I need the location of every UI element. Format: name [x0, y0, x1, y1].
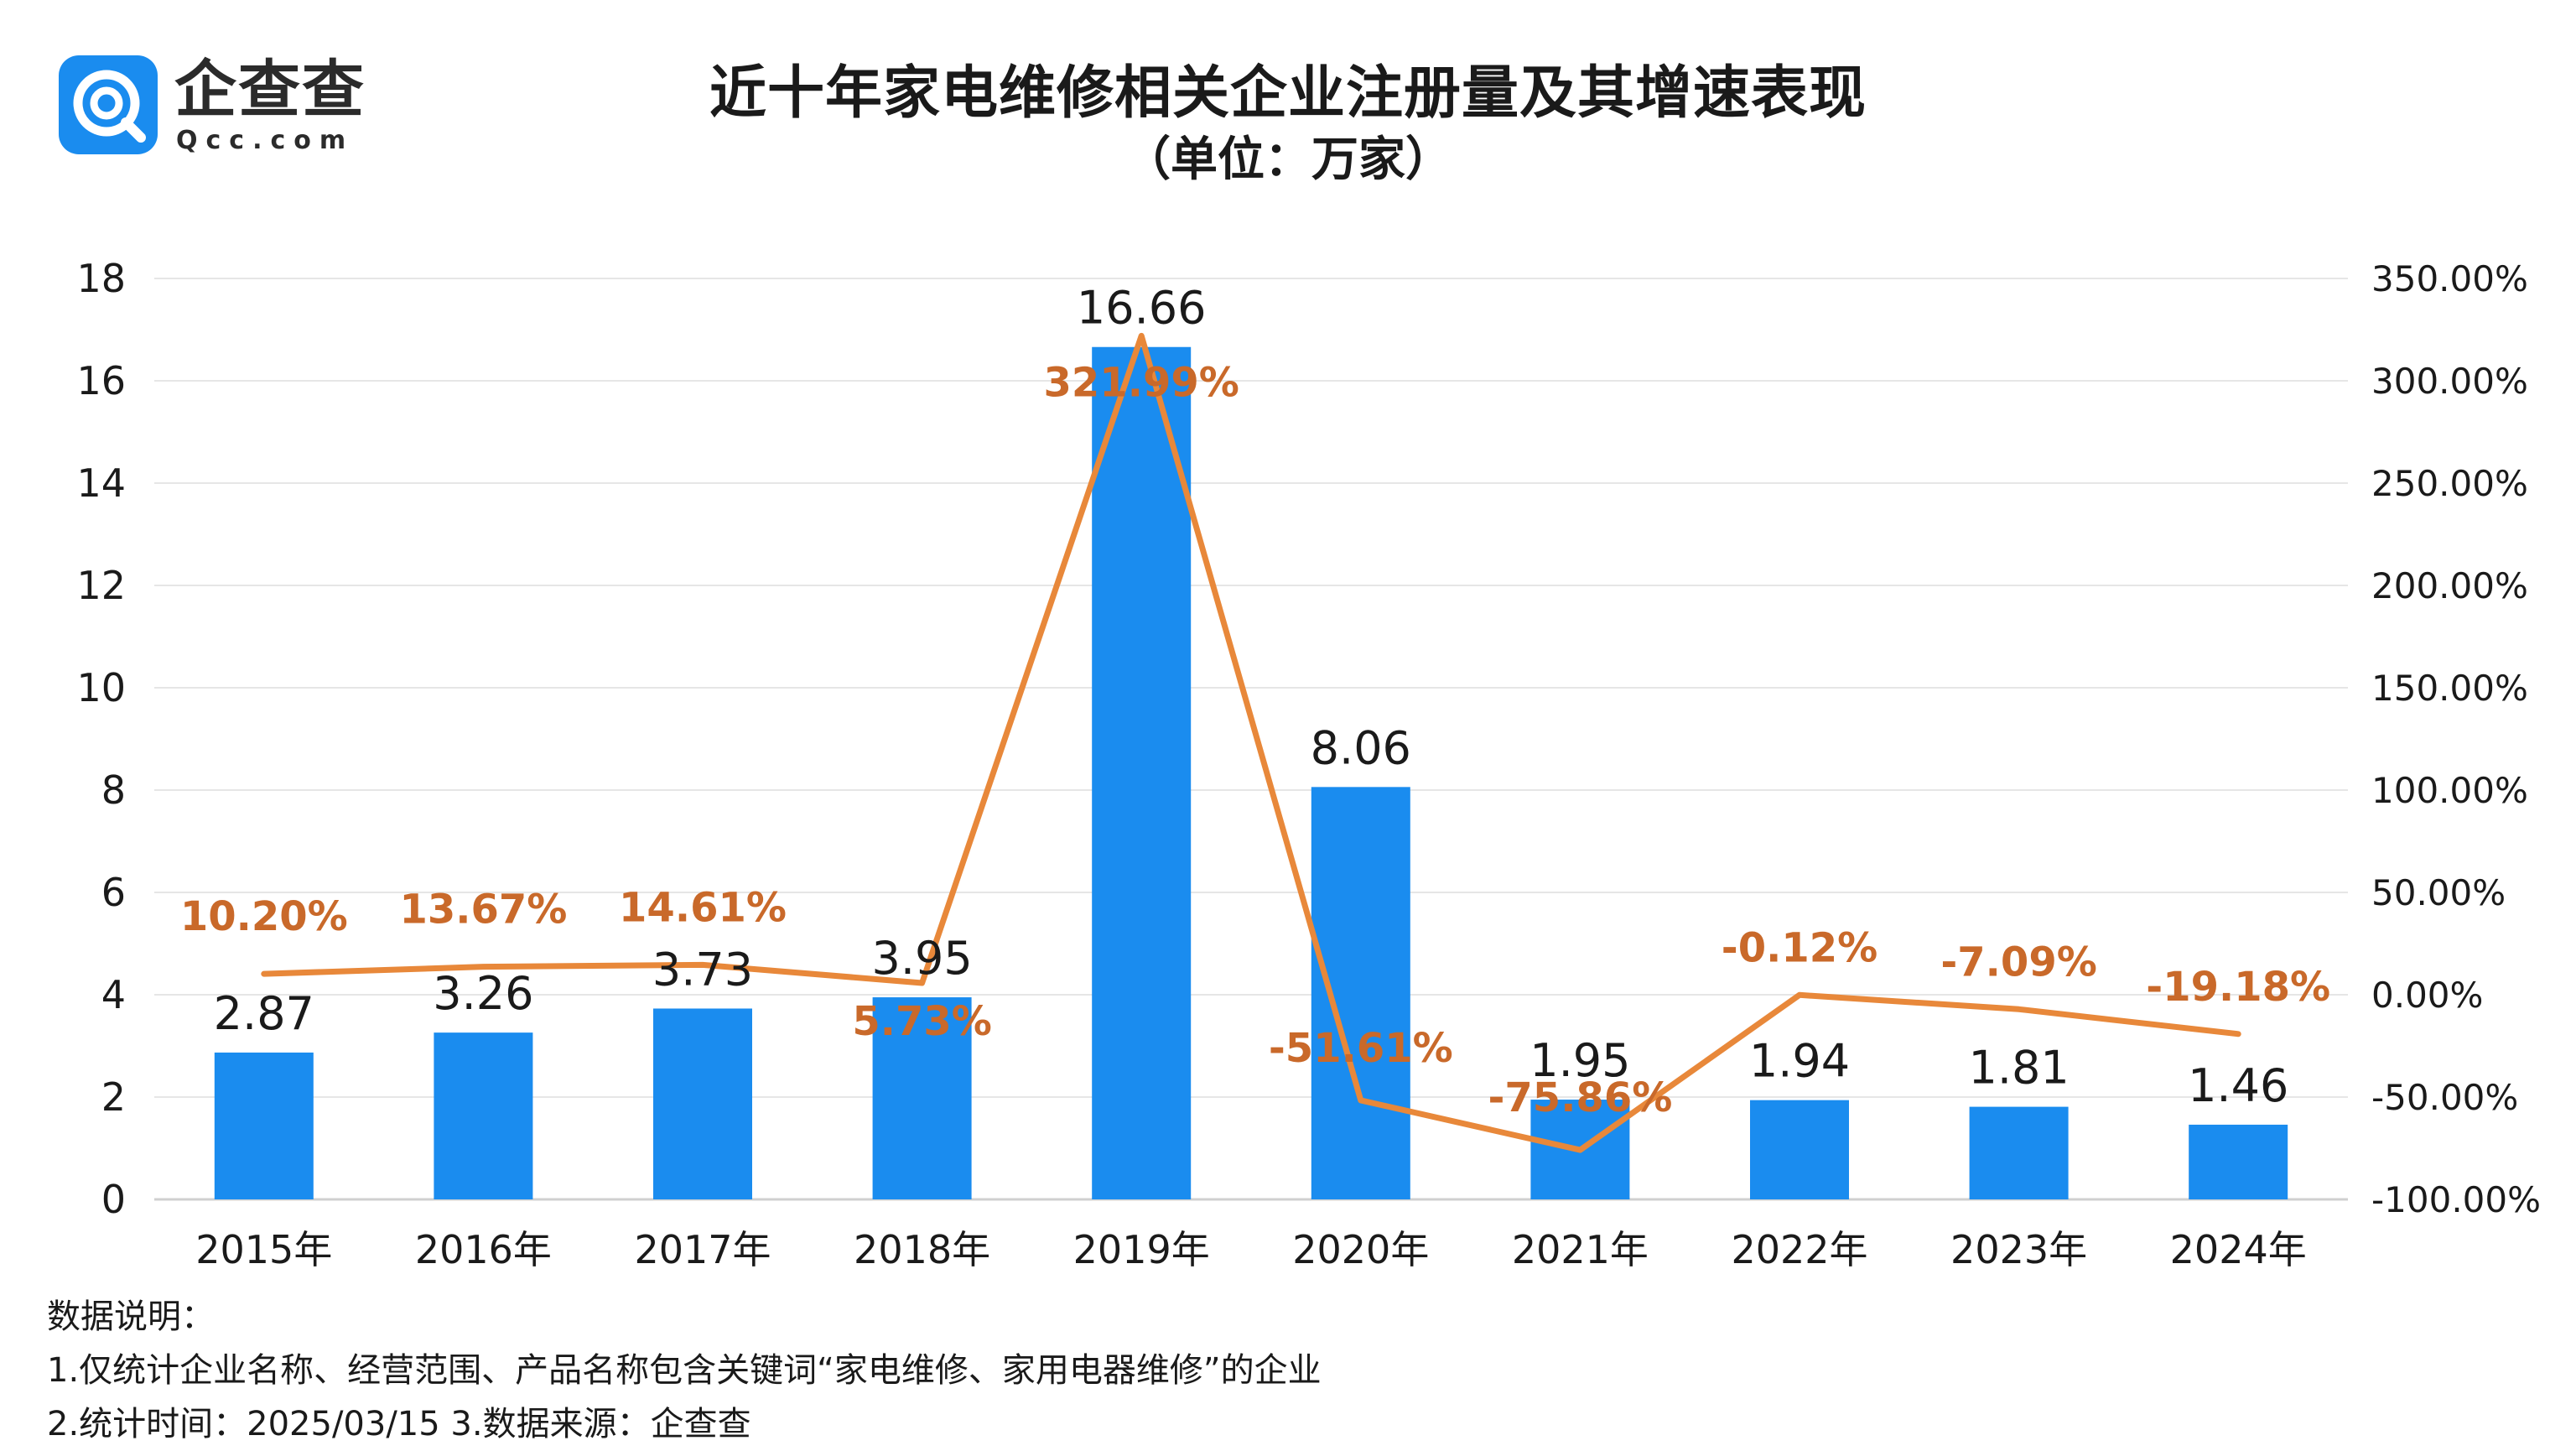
growth-value-label: -0.12%: [1722, 924, 1877, 971]
notes-line-2: 2.统计时间：2025/03/15 3.数据来源：企查查: [47, 1405, 751, 1443]
growth-value-label: 14.61%: [619, 884, 787, 931]
y-left-tick-label: 0: [101, 1177, 126, 1222]
chart-title: 近十年家电维修相关企业注册量及其增速表现: [709, 60, 1867, 127]
y-left-tick-label: 8: [101, 767, 126, 813]
bar-value-label: 1.94: [1749, 1035, 1850, 1088]
qcc-logo: 企查查 Qcc.com: [59, 52, 394, 161]
bar: [653, 1008, 752, 1199]
y-right-tick-label: 100.00%: [2371, 770, 2528, 811]
x-tick-label: 2020年: [1292, 1227, 1429, 1272]
bar-value-label: 1.95: [1530, 1034, 1630, 1087]
bar: [1969, 1106, 2069, 1199]
growth-value-label: 10.20%: [180, 893, 348, 940]
y-right-tick-label: 200.00%: [2371, 565, 2528, 606]
growth-value-label: 13.67%: [399, 887, 567, 934]
y-right-tick-label: 150.00%: [2371, 668, 2528, 709]
growth-value-label: 5.73%: [852, 998, 992, 1045]
growth-value-label: -19.18%: [2146, 964, 2330, 1011]
data-notes: 数据说明： 1.仅统计企业名称、经营范围、产品名称包含关键词“家电维修、家用电器…: [47, 1290, 1322, 1451]
growth-value-label: -75.86%: [1488, 1074, 1672, 1121]
bar-value-label: 3.95: [871, 932, 972, 985]
bar-value-label: 1.46: [2188, 1059, 2288, 1112]
y-right-tick-label: 300.00%: [2371, 361, 2528, 402]
bar-value-label: 8.06: [1311, 721, 1411, 774]
x-tick-label: 2019年: [1073, 1227, 1210, 1272]
y-left-tick-label: 12: [76, 563, 126, 608]
bar: [214, 1052, 314, 1199]
x-tick-label: 2023年: [1950, 1227, 2087, 1272]
y-left-tick-label: 4: [101, 972, 126, 1017]
logo-sub: Qcc.com: [176, 126, 355, 155]
logo-name: 企查查: [174, 54, 366, 126]
x-tick-label: 2016年: [415, 1227, 552, 1272]
bar: [2189, 1124, 2288, 1199]
bar-value-label: 3.73: [652, 943, 753, 996]
y-right-tick-label: 50.00%: [2371, 872, 2506, 913]
bar: [1092, 346, 1192, 1199]
y-left-tick-label: 10: [76, 665, 126, 710]
qcc-logo-icon: [59, 55, 158, 154]
notes-line-1: 1.仅统计企业名称、经营范围、产品名称包含关键词“家电维修、家用电器维修”的企业: [47, 1351, 1322, 1390]
bar: [434, 1032, 533, 1199]
chart-subtitle: （单位：万家）: [1124, 133, 1452, 187]
y-left-tick-label: 2: [101, 1074, 126, 1120]
x-tick-label: 2021年: [1512, 1227, 1649, 1272]
y-right-tick-label: -100.00%: [2371, 1179, 2541, 1220]
x-tick-label: 2024年: [2170, 1227, 2307, 1272]
y-right-tick-label: -50.00%: [2371, 1077, 2518, 1118]
y-right-tick-label: 0.00%: [2371, 975, 2483, 1016]
growth-value-label: -51.61%: [1269, 1025, 1453, 1072]
y-left-tick-label: 16: [76, 358, 126, 403]
y-left-tick-label: 14: [76, 460, 126, 506]
x-tick-label: 2017年: [634, 1227, 771, 1272]
growth-value-label: 321.99%: [1044, 359, 1239, 406]
y-right-tick-label: 250.00%: [2371, 463, 2528, 504]
growth-value-label: -7.09%: [1940, 939, 2096, 986]
bar-value-label: 2.87: [214, 987, 314, 1040]
bar: [1750, 1100, 1849, 1199]
x-tick-label: 2015年: [195, 1227, 332, 1272]
bar-value-label: 1.81: [1968, 1042, 2069, 1095]
bar-value-label: 16.66: [1077, 282, 1207, 335]
notes-heading: 数据说明：: [47, 1298, 215, 1336]
y-right-tick-label: 350.00%: [2371, 258, 2528, 299]
x-tick-label: 2022年: [1731, 1227, 1867, 1272]
bar: [1311, 787, 1410, 1199]
x-tick-label: 2018年: [854, 1227, 990, 1272]
y-left-tick-label: 6: [101, 870, 126, 915]
bar-value-label: 3.26: [433, 967, 533, 1020]
growth-line: [261, 332, 2241, 1153]
y-left-tick-label: 18: [76, 256, 126, 301]
bar: [872, 997, 972, 1199]
